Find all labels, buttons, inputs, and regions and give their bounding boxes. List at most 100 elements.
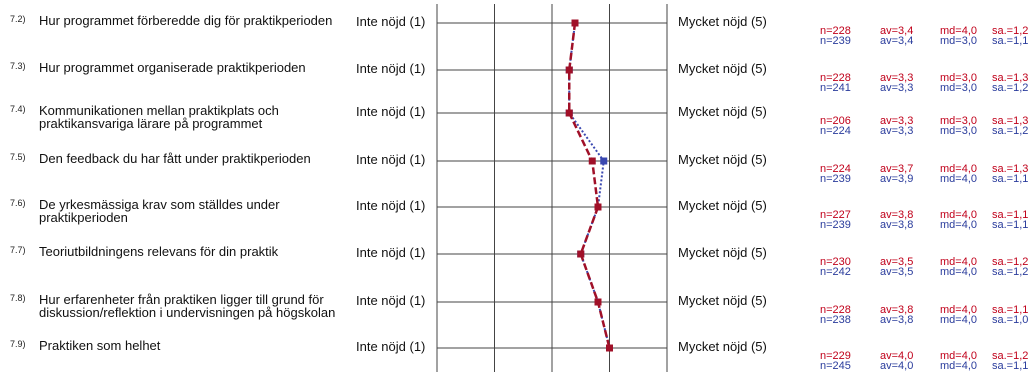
scale-right-label: Mycket nöjd (5) (678, 198, 767, 213)
stat-md-1: md=3,0 (940, 115, 977, 127)
stat-n-1: n=227 (820, 209, 851, 221)
stat-av-2: av=4,0 (880, 360, 914, 372)
stat-sa-1: sa.=1,3 (992, 72, 1029, 84)
scale-left-label: Inte nöjd (1) (356, 339, 426, 354)
stat-n-2: n=239 (820, 35, 851, 47)
question-number: 7.8) (10, 293, 26, 303)
stat-n-1: n=228 (820, 304, 851, 316)
question-text: Teoriutbildningens relevans för din prak… (39, 244, 279, 259)
stat-av-2: av=3,8 (880, 219, 914, 231)
stat-md-1: md=4,0 (940, 350, 977, 362)
scale-right-label: Mycket nöjd (5) (678, 152, 767, 167)
stat-n-2: n=239 (820, 173, 851, 185)
stat-sa-1: sa.=1,3 (992, 115, 1029, 127)
scale-left-label: Inte nöjd (1) (356, 14, 426, 29)
stat-n-2: n=242 (820, 266, 851, 278)
series-1-marker (565, 66, 573, 74)
stat-n-1: n=224 (820, 163, 851, 175)
stat-md-2: md=4,0 (940, 266, 977, 278)
scale-right-label: Mycket nöjd (5) (678, 61, 767, 76)
stat-n-1: n=228 (820, 25, 851, 37)
stat-sa-2: sa.=1,1 (992, 173, 1029, 185)
scale-right-label: Mycket nöjd (5) (678, 339, 767, 354)
stat-sa-2: sa.=1,0 (992, 314, 1029, 326)
question-text: Den feedback du har fått under praktikpe… (39, 151, 311, 166)
question-number: 7.4) (10, 104, 26, 114)
stat-n-2: n=238 (820, 314, 851, 326)
question-text: Praktiken som helhet (39, 338, 161, 353)
stat-av-1: av=3,8 (880, 209, 914, 221)
stat-av-1: av=3,5 (880, 256, 914, 268)
question-text: Hur erfarenheter från praktiken ligger t… (39, 292, 336, 320)
scale-right-label: Mycket nöjd (5) (678, 104, 767, 119)
stat-md-1: md=3,0 (940, 72, 977, 84)
stat-sa-2: sa.=1,2 (992, 125, 1029, 137)
stat-md-1: md=4,0 (940, 304, 977, 316)
stat-md-1: md=4,0 (940, 163, 977, 175)
stat-av-1: av=3,7 (880, 163, 914, 175)
question-text: Hur programmet organiserade praktikperio… (39, 60, 306, 75)
stat-md-2: md=4,0 (940, 219, 977, 231)
stat-n-1: n=230 (820, 256, 851, 268)
stat-md-1: md=4,0 (940, 25, 977, 37)
stat-md-2: md=4,0 (940, 314, 977, 326)
scale-left-label: Inte nöjd (1) (356, 293, 426, 308)
stat-sa-1: sa.=1,2 (992, 256, 1029, 268)
series-2-line (568, 22, 611, 349)
stat-md-2: md=4,0 (940, 173, 977, 185)
stat-sa-1: sa.=1,1 (992, 304, 1029, 316)
question-number: 7.5) (10, 152, 26, 162)
scale-left-label: Inte nöjd (1) (356, 61, 426, 76)
question-number: 7.9) (10, 339, 26, 349)
question-number: 7.6) (10, 198, 26, 208)
question-text: De yrkesmässiga krav som ställdes under … (39, 197, 280, 225)
series-1-marker (577, 250, 585, 258)
scale-left-label: Inte nöjd (1) (356, 198, 426, 213)
stat-av-2: av=3,3 (880, 82, 914, 94)
series-1-marker (588, 157, 596, 165)
scale-right-label: Mycket nöjd (5) (678, 293, 767, 308)
stat-md-2: md=3,0 (940, 35, 977, 47)
series-1-line (568, 22, 611, 349)
scale-left-label: Inte nöjd (1) (356, 152, 426, 167)
series-1-marker (565, 109, 573, 117)
stat-sa-2: sa.=1,2 (992, 82, 1029, 94)
question-number: 7.3) (10, 61, 26, 71)
stat-av-2: av=3,8 (880, 314, 914, 326)
stat-n-2: n=241 (820, 82, 851, 94)
stat-av-2: av=3,3 (880, 125, 914, 137)
stat-md-1: md=4,0 (940, 209, 977, 221)
series-1-marker (606, 344, 613, 352)
stat-sa-2: sa.=1,1 (992, 219, 1029, 231)
stat-av-1: av=3,8 (880, 304, 914, 316)
stat-md-2: md=3,0 (940, 125, 977, 137)
question-number: 7.7) (10, 245, 26, 255)
stat-n-2: n=239 (820, 219, 851, 231)
stat-av-1: av=3,3 (880, 115, 914, 127)
stat-sa-1: sa.=1,2 (992, 350, 1029, 362)
stat-sa-2: sa.=1,2 (992, 266, 1029, 278)
series-1-marker (594, 298, 602, 306)
series-1-marker (594, 203, 602, 211)
stat-n-2: n=224 (820, 125, 851, 137)
stat-md-2: md=3,0 (940, 82, 977, 94)
stat-n-1: n=206 (820, 115, 851, 127)
question-text: Hur programmet förberedde dig för prakti… (39, 13, 333, 28)
stat-av-1: av=3,3 (880, 72, 914, 84)
scale-right-label: Mycket nöjd (5) (678, 14, 767, 29)
stat-sa-2: sa.=1,1 (992, 360, 1029, 372)
stat-av-1: av=3,4 (880, 25, 914, 37)
stat-av-2: av=3,5 (880, 266, 914, 278)
scale-left-label: Inte nöjd (1) (356, 245, 426, 260)
series-1-marker (571, 19, 579, 27)
stat-sa-1: sa.=1,1 (992, 209, 1029, 221)
stat-n-2: n=245 (820, 360, 851, 372)
scale-right-label: Mycket nöjd (5) (678, 245, 767, 260)
stat-av-2: av=3,4 (880, 35, 914, 47)
stat-av-2: av=3,9 (880, 173, 914, 185)
question-number: 7.2) (10, 14, 26, 24)
stat-n-1: n=228 (820, 72, 851, 84)
stat-sa-2: sa.=1,1 (992, 35, 1029, 47)
scale-left-label: Inte nöjd (1) (356, 104, 426, 119)
